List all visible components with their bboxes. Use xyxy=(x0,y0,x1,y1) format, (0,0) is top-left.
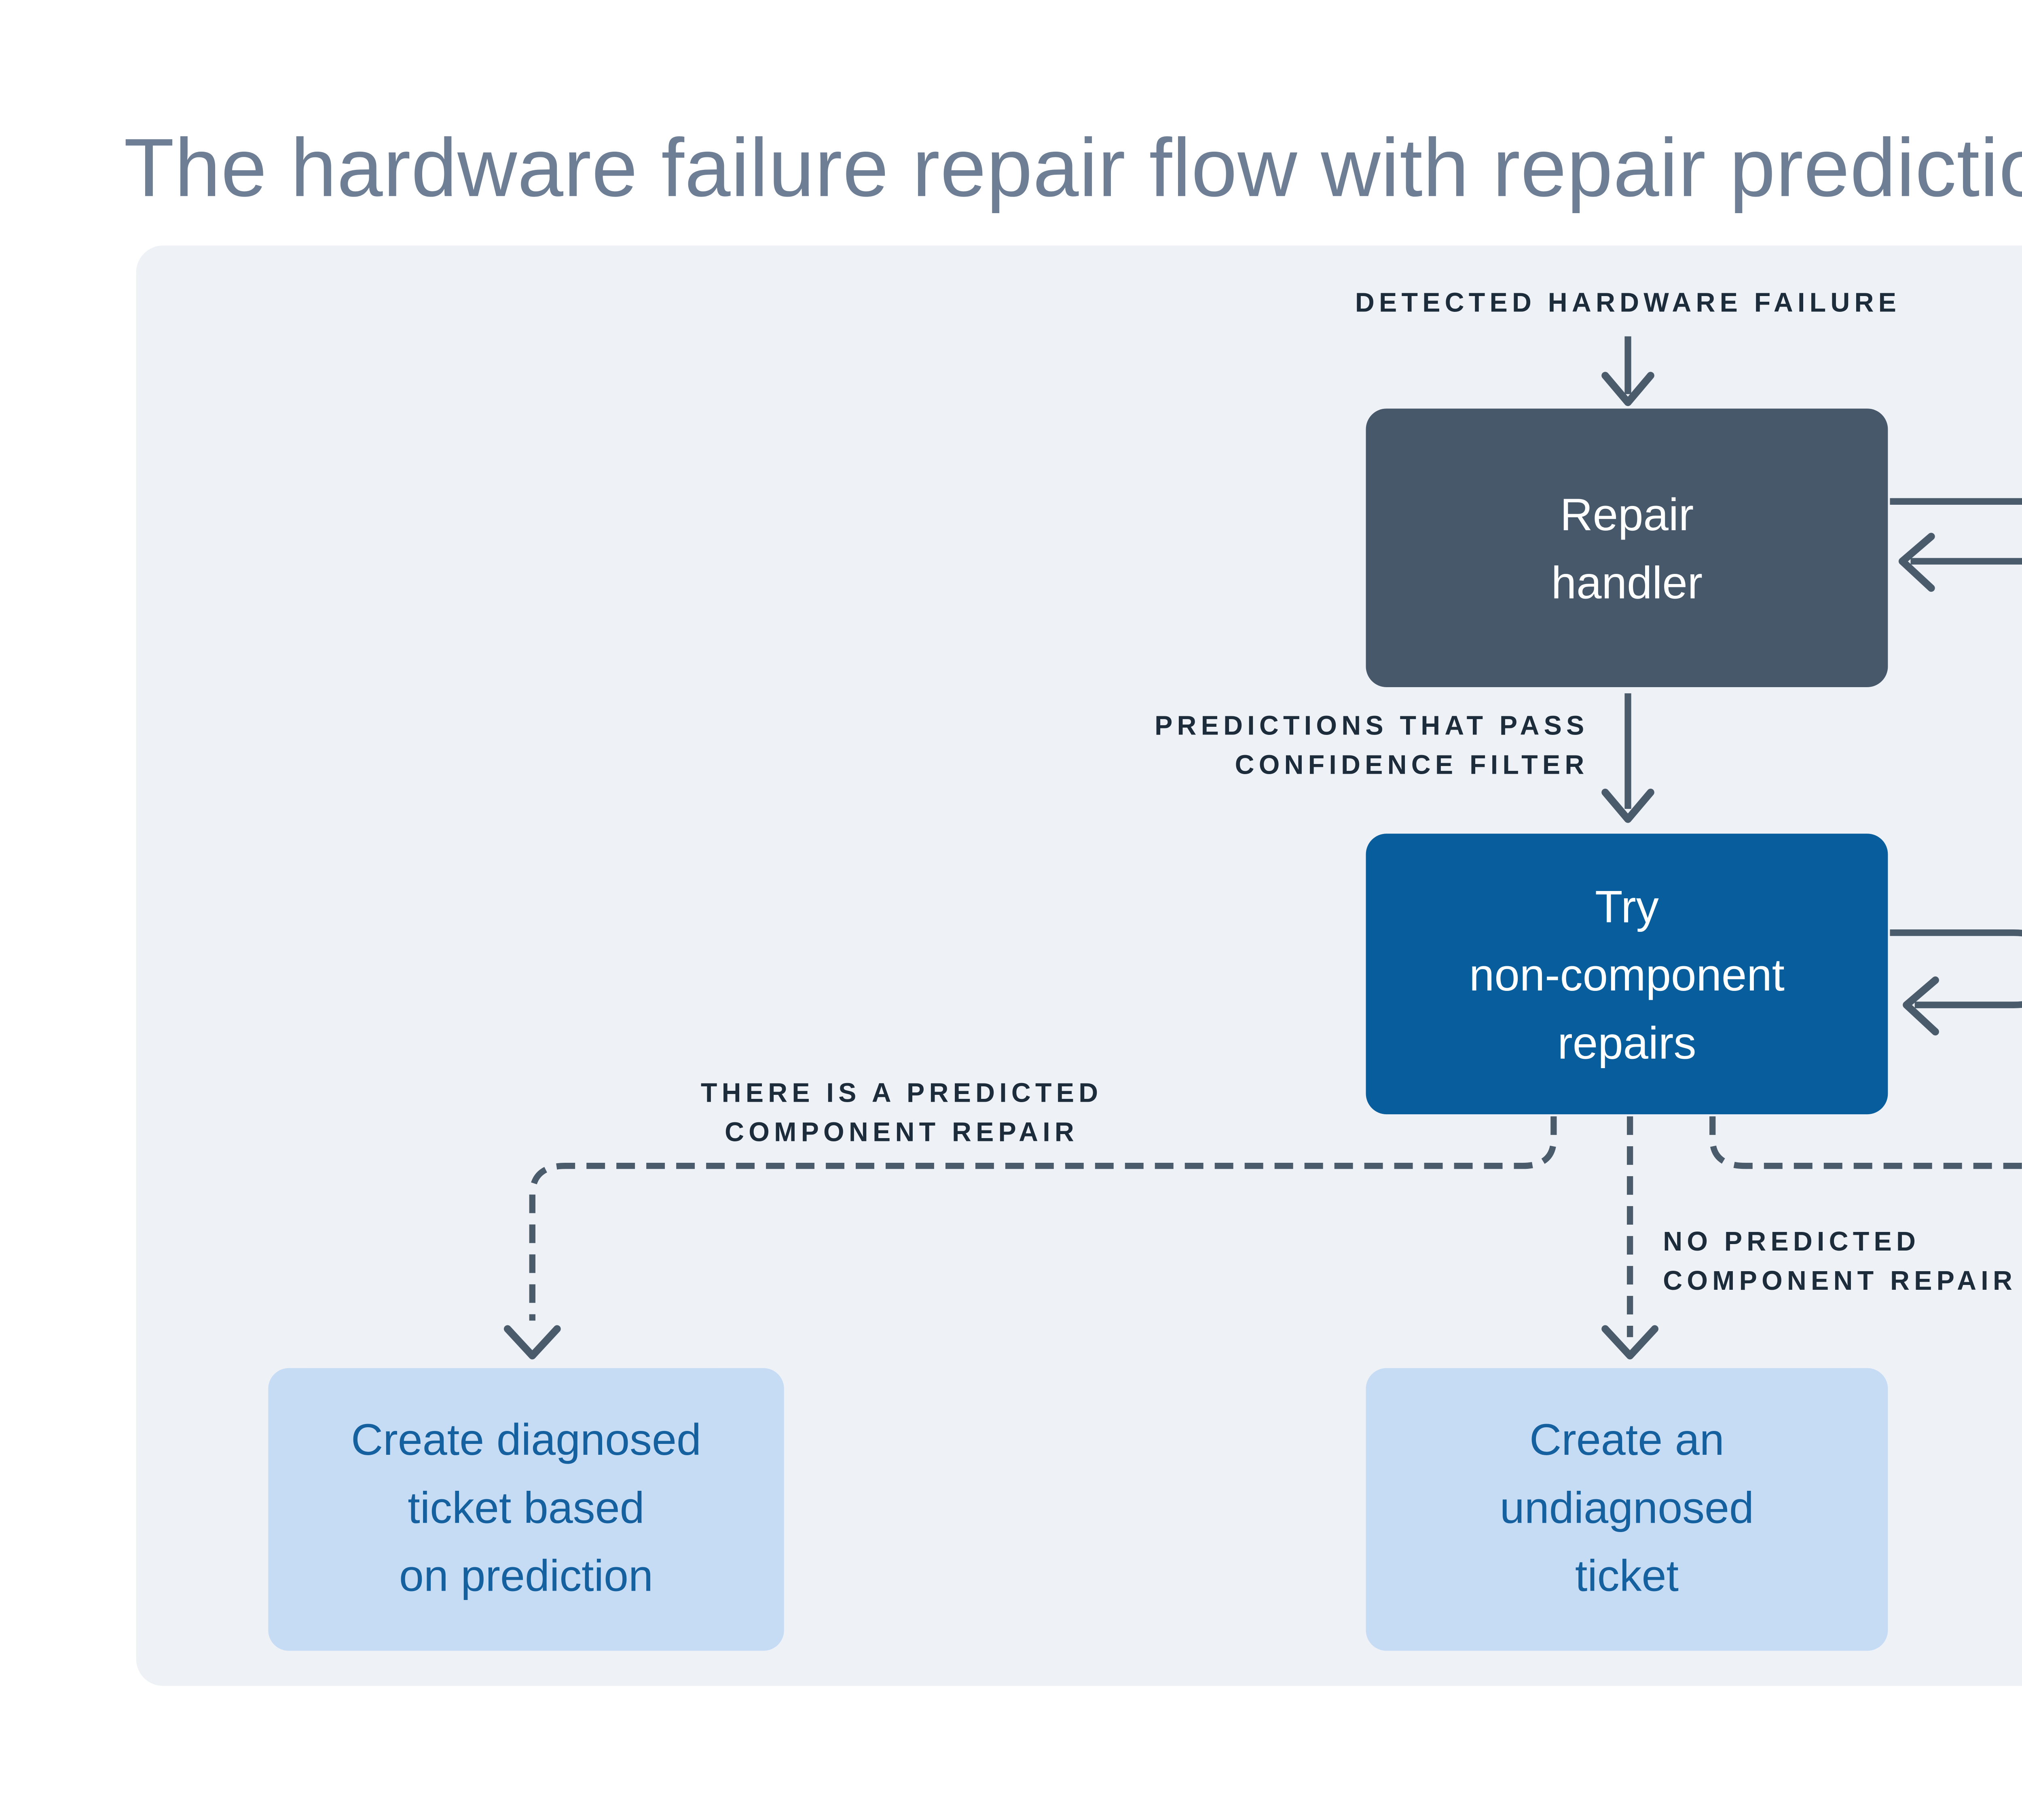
arrow-detected-to-handler xyxy=(1601,336,1654,406)
dashed-arrow-to-release-server xyxy=(1709,1116,2022,1169)
node-repair-handler: Repair handler xyxy=(1366,408,1888,687)
dashed-shaft xyxy=(1709,1116,2022,1169)
dashed-arrow-to-undiagnosed-ticket xyxy=(1601,1116,1659,1360)
label-line: CONFIDENCE FILTER xyxy=(1235,749,1589,780)
node-create-diagnosed-ticket: Create diagnosed ticket based on predict… xyxy=(268,1368,784,1651)
node-line: Try xyxy=(1595,880,1659,932)
node-line: handler xyxy=(1551,556,1703,608)
node-line: ticket xyxy=(1575,1551,1679,1602)
arrow-predictions-scores xyxy=(1898,533,2022,592)
arrowhead-down-icon xyxy=(1601,1325,1659,1360)
dashed-shaft xyxy=(529,1116,1557,1321)
arrowhead-left-icon xyxy=(1898,533,1935,592)
arrow-failure-features xyxy=(1890,498,2022,505)
node-line: non-component xyxy=(1469,948,1785,1000)
label-predicted-component-repair: THERE IS A PREDICTED COMPONENT REPAIR xyxy=(701,1073,1102,1151)
page-title: The hardware failure repair flow with re… xyxy=(124,124,2022,215)
label-line: PREDICTIONS THAT PASS xyxy=(1155,710,1589,741)
node-try-non-component-repairs: Try non-component repairs xyxy=(1366,834,1888,1115)
node-line: Repair xyxy=(1560,488,1694,540)
node-create-undiagnosed-ticket: Create an undiagnosed ticket xyxy=(1366,1368,1888,1651)
label-line: THERE IS A PREDICTED xyxy=(700,1077,1103,1108)
arrowhead-down-icon xyxy=(1601,372,1654,406)
dashed-arrow-to-diagnosed-ticket xyxy=(503,1116,1557,1360)
label-detected-hardware-failure: DETECTED HARDWARE FAILURE xyxy=(1355,287,1901,318)
label-confidence-filter: PREDICTIONS THAT PASS CONFIDENCE FILTER xyxy=(1155,706,1589,784)
label-line: COMPONENT REPAIR xyxy=(1663,1265,2017,1296)
loop-shaft xyxy=(1890,929,2022,1008)
arrow-handler-to-try xyxy=(1601,693,1654,823)
self-loop-arrow xyxy=(1890,929,2022,1036)
node-line: Create an xyxy=(1529,1415,1724,1465)
arrowhead-down-icon xyxy=(1601,788,1654,823)
arrowhead-left-icon xyxy=(1903,976,1939,1036)
arrowhead-down-icon xyxy=(503,1325,561,1360)
label-line: NO PREDICTED xyxy=(1663,1225,1920,1257)
node-line: Create diagnosed xyxy=(351,1415,701,1465)
node-line: repairs xyxy=(1557,1016,1696,1068)
label-no-predicted-component-repair: NO PREDICTED COMPONENT REPAIR xyxy=(1663,1221,2017,1300)
label-line: COMPONENT REPAIR xyxy=(725,1116,1079,1147)
node-line: on prediction xyxy=(399,1551,654,1602)
node-line: undiagnosed xyxy=(1500,1484,1754,1533)
node-line: ticket based xyxy=(408,1484,645,1533)
